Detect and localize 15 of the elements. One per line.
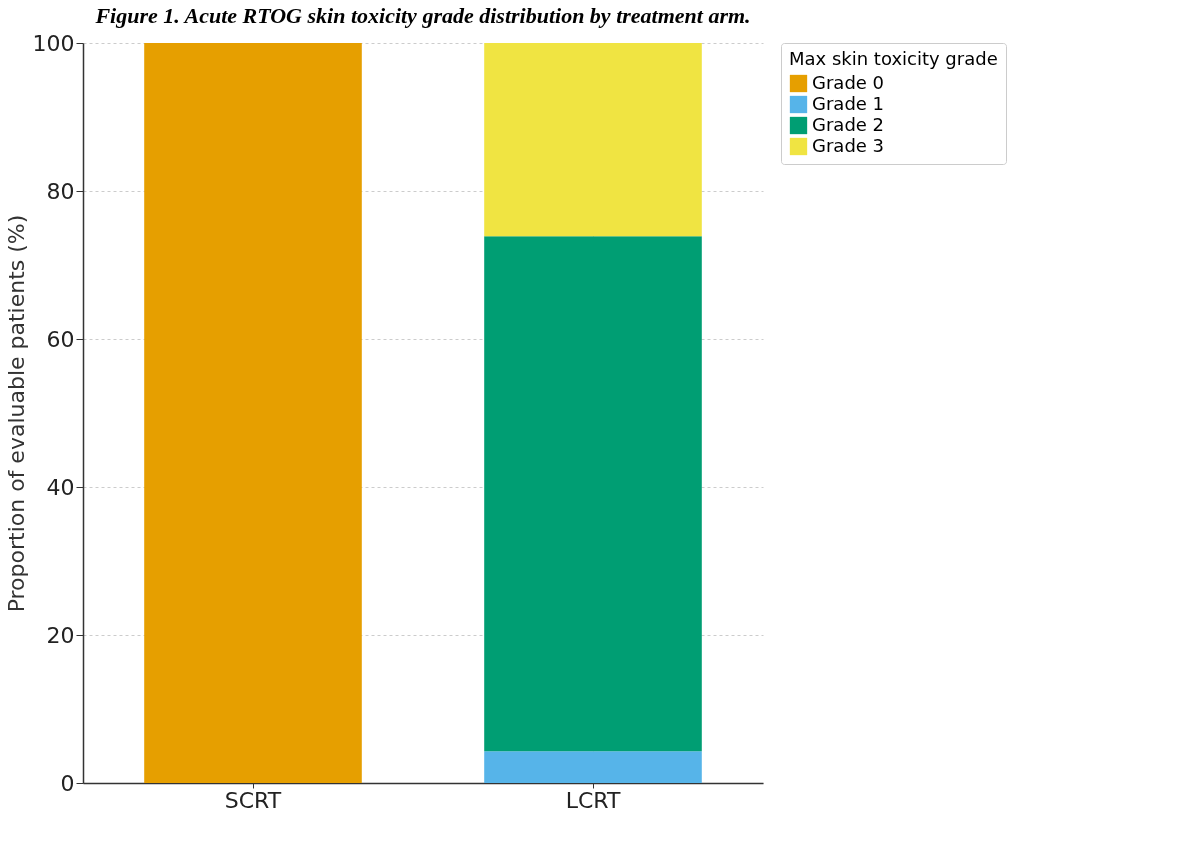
legend-label: Grade 1 (812, 92, 885, 114)
y-tick-label: 40 (46, 474, 75, 500)
y-tick-label: 100 (32, 30, 75, 56)
legend-label: Grade 3 (812, 134, 885, 156)
y-tick-label: 60 (46, 326, 75, 352)
legend-title: Max skin toxicity grade (789, 48, 998, 69)
legend-label: Grade 0 (812, 71, 885, 93)
y-tick-label: 20 (46, 622, 75, 648)
y-tick-label: 0 (60, 770, 75, 796)
legend-label: Grade 2 (812, 113, 885, 135)
x-tick-label: SCRT (224, 787, 282, 813)
chart-title: Figure 1. Acute RTOG skin toxicity grade distribution by treatment arm. (94, 3, 751, 28)
y-tick-label: 80 (46, 178, 75, 204)
y-axis-title: Proportion of evaluable patients (%) (3, 214, 29, 613)
x-tick-label: LCRT (565, 787, 621, 813)
